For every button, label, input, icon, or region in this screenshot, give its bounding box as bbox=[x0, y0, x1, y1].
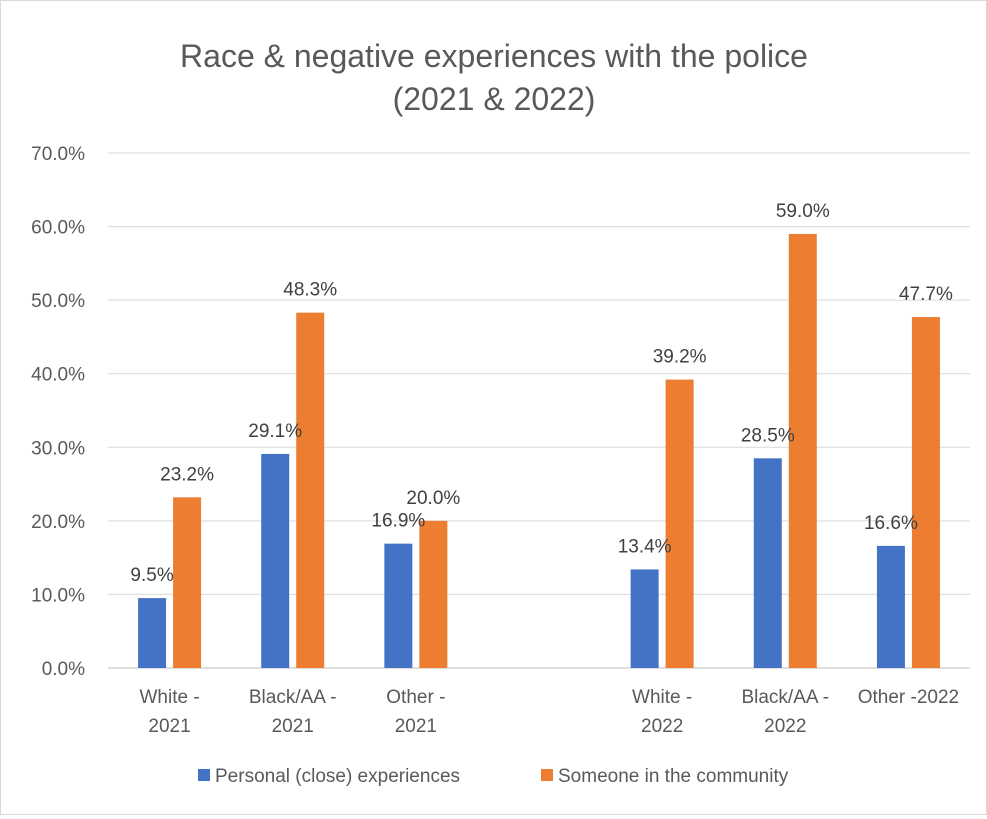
data-label: 29.1% bbox=[248, 421, 302, 442]
legend-label: Personal (close) experiences bbox=[215, 766, 460, 787]
x-tick-label: 2021 bbox=[272, 716, 314, 737]
legend-swatch bbox=[198, 769, 210, 781]
data-label: 59.0% bbox=[776, 201, 830, 222]
bar-community bbox=[788, 233, 817, 668]
x-tick-label: Other - bbox=[386, 687, 445, 708]
data-label: 16.6% bbox=[864, 513, 918, 534]
y-tick-label: 30.0% bbox=[31, 438, 85, 459]
data-label: 20.0% bbox=[406, 488, 460, 509]
legend-swatch bbox=[541, 769, 553, 781]
x-tick-label: White - bbox=[139, 687, 199, 708]
bars bbox=[138, 233, 940, 668]
bar-personal bbox=[261, 453, 290, 668]
x-axis: White - 2021 Black/AA - 2021 Other - 2021 Whit… bbox=[139, 687, 959, 737]
legend-label: Someone in the community bbox=[558, 766, 789, 787]
y-tick-label: 50.0% bbox=[31, 291, 85, 312]
x-tick-label: Other -2022 bbox=[858, 687, 959, 708]
chart-subtitle: (2021 & 2022) bbox=[393, 81, 596, 117]
data-label: 28.5% bbox=[741, 425, 795, 446]
x-tick-label: 2021 bbox=[148, 716, 190, 737]
bar-personal bbox=[753, 458, 782, 668]
bar-personal bbox=[630, 569, 659, 668]
y-tick-label: 70.0% bbox=[31, 144, 85, 165]
y-axis: 0.0% 10.0% 20.0% 30.0% 40.0% 50.0% 60.0% 70.0% bbox=[31, 144, 85, 680]
data-label: 13.4% bbox=[618, 536, 672, 557]
bar-personal bbox=[384, 543, 413, 668]
legend: Personal (close) experiences Someone in t… bbox=[198, 766, 789, 787]
data-label: 39.2% bbox=[653, 347, 707, 368]
x-tick-label: White - bbox=[632, 687, 692, 708]
bar-community bbox=[911, 317, 940, 668]
x-tick-label: 2022 bbox=[641, 716, 683, 737]
data-label: 9.5% bbox=[130, 565, 173, 586]
y-tick-label: 10.0% bbox=[31, 585, 85, 606]
bar-community bbox=[173, 497, 202, 668]
bar-personal bbox=[138, 598, 167, 668]
x-tick-label: Black/AA - bbox=[741, 687, 829, 708]
bar-community bbox=[296, 312, 325, 668]
y-tick-label: 60.0% bbox=[31, 218, 85, 239]
chart-title: Race & negative experiences with the pol… bbox=[180, 38, 808, 74]
data-label: 16.9% bbox=[371, 511, 425, 532]
bar-personal bbox=[876, 545, 905, 668]
bar-community bbox=[419, 520, 448, 668]
gridlines bbox=[108, 152, 970, 669]
bar-community bbox=[665, 379, 694, 668]
y-tick-label: 0.0% bbox=[42, 659, 85, 680]
y-tick-label: 20.0% bbox=[31, 512, 85, 533]
data-label: 23.2% bbox=[160, 464, 214, 485]
x-tick-label: 2022 bbox=[764, 716, 806, 737]
data-label: 48.3% bbox=[283, 280, 337, 301]
x-tick-label: Black/AA - bbox=[249, 687, 337, 708]
y-tick-label: 40.0% bbox=[31, 365, 85, 386]
data-label: 47.7% bbox=[899, 284, 953, 305]
x-tick-label: 2021 bbox=[395, 716, 437, 737]
data-labels: 9.5% 29.1% 16.9% 13.4% 28.5% 16.6% 23.2% 48.3% 2… bbox=[130, 201, 953, 586]
